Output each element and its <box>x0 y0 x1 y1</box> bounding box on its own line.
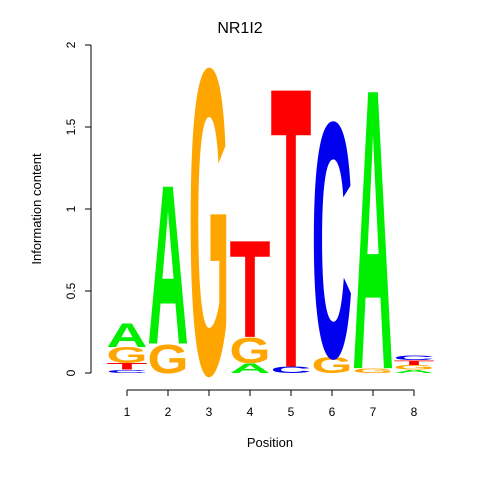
logo-letter-A: A <box>107 316 148 354</box>
x-tick-label: 6 <box>329 405 336 419</box>
x-tick-label: 5 <box>288 405 295 419</box>
x-tick-label: 3 <box>206 405 213 419</box>
y-tick-label: 1.5 <box>64 118 78 135</box>
logo-letter-G: G <box>189 0 230 467</box>
logo-letter-T: T <box>271 4 312 452</box>
y-tick-label: 0 <box>64 369 78 376</box>
y-axis: 0 0.5 1 1.5 2 <box>64 41 91 376</box>
y-tick-label: 2 <box>64 41 78 48</box>
y-tick-label: 0.5 <box>64 282 78 299</box>
y-axis-title: Information content <box>29 153 44 265</box>
x-axis-title: Position <box>247 435 293 450</box>
x-tick-label: 7 <box>370 405 377 419</box>
logo-letter-T: T <box>230 212 271 367</box>
logo-letter-A: A <box>353 5 394 453</box>
logo-letter-A: A <box>148 139 189 393</box>
y-tick-label: 1 <box>64 205 78 212</box>
x-tick-label: 2 <box>165 405 172 419</box>
logo-letter-C: C <box>394 354 435 362</box>
x-tick-label: 1 <box>124 405 131 419</box>
x-tick-label: 8 <box>411 405 418 419</box>
x-tick-label: 4 <box>247 405 254 419</box>
logo-letter-C: C <box>312 53 353 430</box>
